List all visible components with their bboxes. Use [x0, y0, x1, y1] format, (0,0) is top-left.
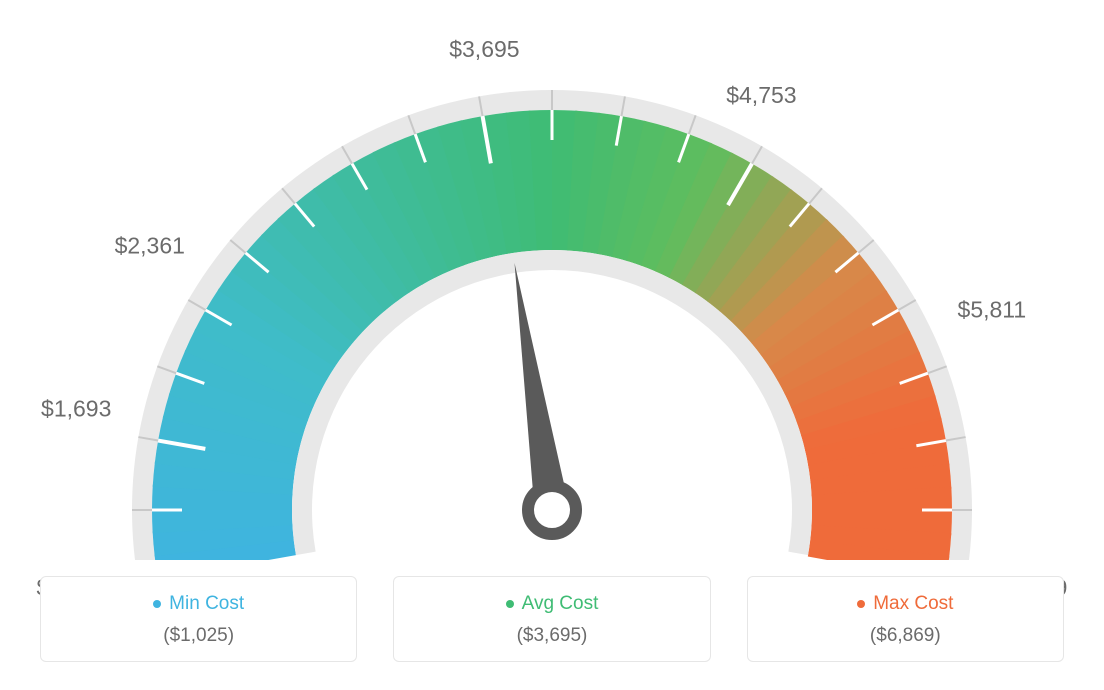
legend-max-value: ($6,869) [760, 625, 1051, 647]
gauge-tick-label: $1,693 [41, 396, 111, 423]
gauge-hub [528, 486, 576, 534]
legend-card-max: Max Cost ($6,869) [747, 576, 1064, 662]
gauge-tick-label: $3,695 [449, 36, 519, 63]
gauge-tick-label: $5,811 [958, 297, 1027, 324]
legend-avg-value: ($3,695) [406, 625, 697, 647]
legend-card-avg: Avg Cost ($3,695) [393, 576, 710, 662]
legend-min-value: ($1,025) [53, 625, 344, 647]
gauge-tick-label: $4,753 [726, 82, 796, 109]
legend-max-title: Max Cost [857, 593, 953, 615]
legend-row: Min Cost ($1,025) Avg Cost ($3,695) Max … [0, 576, 1104, 662]
legend-card-min: Min Cost ($1,025) [40, 576, 357, 662]
legend-avg-title: Avg Cost [506, 593, 599, 615]
legend-min-title: Min Cost [153, 593, 244, 615]
gauge-svg [0, 0, 1104, 560]
gauge-tick-label: $2,361 [115, 233, 185, 260]
gauge-needle [515, 263, 570, 516]
gauge-container: $1,025$1,693$2,361$3,695$4,753$5,811$6,8… [0, 0, 1104, 560]
